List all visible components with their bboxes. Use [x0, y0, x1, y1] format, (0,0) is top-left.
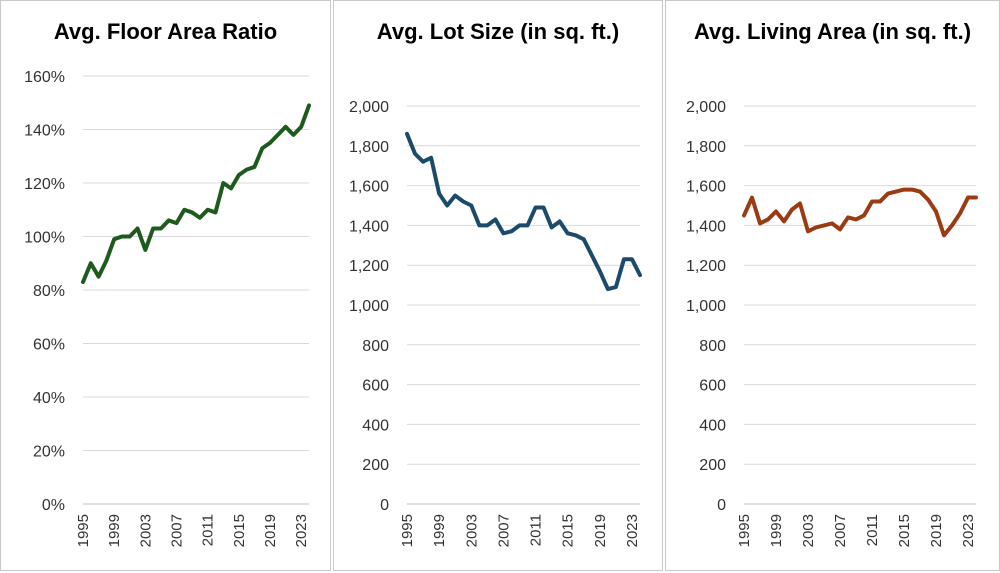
y-tick-label: 400	[362, 417, 389, 434]
y-tick-label: 1,800	[349, 139, 389, 156]
x-tick-label: 1995	[736, 514, 753, 547]
y-tick-label: 0	[380, 497, 389, 514]
floor-area-ratio-panel: Avg. Floor Area Ratio 0% 20% 40% 60% 80% 100%…	[0, 0, 331, 571]
x-tick-label: 2015	[231, 514, 248, 547]
x-tick-label: 2007	[169, 514, 186, 547]
chart-title-lot-size: Avg. Lot Size (in sq. ft.)	[376, 19, 620, 44]
chart-title-living-area: Avg. Living Area (in sq. ft.)	[693, 19, 972, 44]
x-tick-label: 2019	[928, 514, 945, 547]
x-tick-label: 2015	[896, 514, 913, 547]
x-tick-label: 2003	[463, 514, 480, 547]
x-tick-label: 2019	[592, 514, 609, 547]
series-line	[405, 131, 642, 292]
x-tick-label: 1999	[431, 514, 448, 547]
living-area-chart: 0 200 400 600 800 1,000 1,200 1,400 1,600 1,800 2,…	[686, 99, 978, 547]
floor-area-ratio-chart: 0% 20% 40% 60% 80% 100% 120% 140% 160% 1995 1999 20…	[24, 69, 311, 547]
y-tick-label: 800	[362, 338, 389, 355]
y-tick-label: 600	[362, 378, 389, 395]
y-tick-label: 0	[717, 497, 726, 514]
x-tick-label: 1999	[106, 514, 123, 547]
y-tick-label: 140%	[24, 123, 65, 140]
y-tick-label: 60%	[33, 337, 65, 354]
lot-size-chart: 0 200 400 600 800 1,000 1,200 1,400 1,600 1,800 2,…	[349, 99, 642, 547]
y-tick-label: 200	[362, 457, 389, 474]
y-tick-label: 1,000	[686, 298, 726, 315]
y-tick-label: 2,000	[686, 99, 726, 116]
x-tick-label: 2023	[960, 514, 977, 547]
x-tick-label: 2015	[560, 514, 577, 547]
y-tick-label: 800	[699, 338, 726, 355]
x-tick-label: 2023	[624, 514, 641, 547]
y-tick-label: 400	[699, 417, 726, 434]
y-tick-label: 120%	[24, 176, 65, 193]
y-tick-label: 1,800	[686, 139, 726, 156]
y-tick-label: 40%	[33, 390, 65, 407]
y-tick-label: 1,000	[349, 298, 389, 315]
y-tick-label: 1,600	[349, 179, 389, 196]
y-tick-label: 200	[699, 457, 726, 474]
y-tick-label: 1,600	[686, 179, 726, 196]
x-tick-label: 1995	[75, 514, 92, 547]
y-tick-label: 600	[699, 378, 726, 395]
y-tick-label: 1,200	[349, 258, 389, 275]
living-area-panel: Avg. Living Area (in sq. ft.) 0 200 400 600…	[665, 0, 1000, 571]
x-tick-label: 2003	[137, 514, 154, 547]
y-tick-label: 1,400	[686, 218, 726, 235]
y-tick-label: 1,200	[686, 258, 726, 275]
y-tick-label: 0%	[42, 497, 65, 514]
x-tick-label: 2007	[832, 514, 849, 547]
x-tick-label: 1999	[768, 514, 785, 547]
x-tick-label: 2007	[495, 514, 512, 547]
x-tick-label: 2023	[293, 514, 310, 547]
y-tick-label: 160%	[24, 69, 65, 86]
x-tick-label: 1995	[399, 514, 416, 547]
y-tick-label: 80%	[33, 283, 65, 300]
series-line	[742, 187, 978, 238]
x-tick-label: 2003	[800, 514, 817, 547]
chart-title-floor-area-ratio: Avg. Floor Area Ratio	[53, 19, 278, 44]
x-tick-label: 2011	[200, 514, 217, 546]
x-tick-label: 2011	[528, 514, 545, 546]
series-line	[81, 103, 311, 284]
y-tick-label: 2,000	[349, 99, 389, 116]
y-tick-label: 100%	[24, 230, 65, 247]
lot-size-panel: Avg. Lot Size (in sq. ft.) 0 200 400 600 800…	[333, 0, 663, 571]
y-tick-label: 1,400	[349, 218, 389, 235]
x-tick-label: 2019	[262, 514, 279, 547]
y-tick-label: 20%	[33, 444, 65, 461]
x-tick-label: 2011	[864, 514, 881, 546]
